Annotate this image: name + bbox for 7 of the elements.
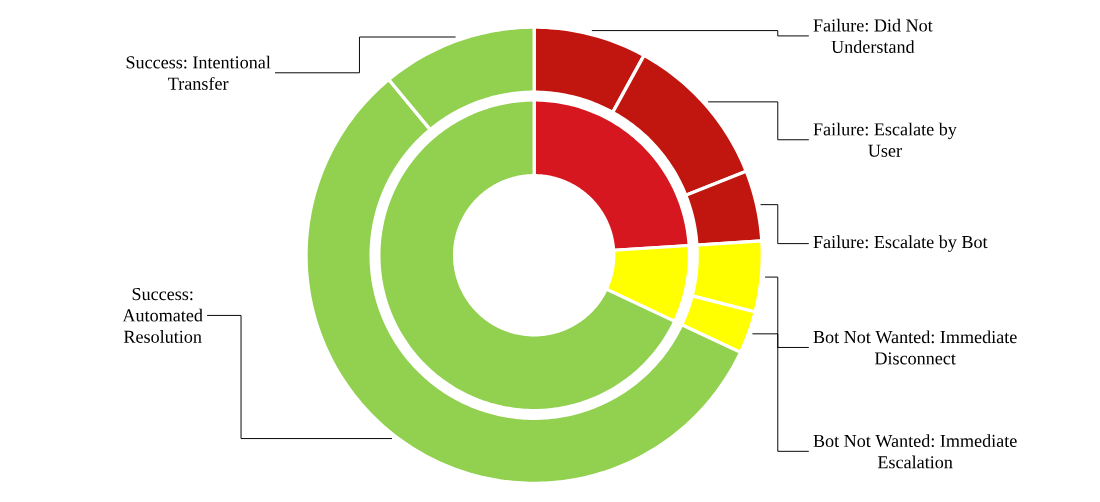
slice-label: Success: Intentional Transfer	[126, 55, 271, 90]
slice-label: Success: Automated Resolution	[122, 288, 203, 343]
slice-label: Failure: Did Not Understand	[813, 18, 933, 54]
slice-label: Bot Not Wanted: Immediate Disconnect	[813, 330, 1017, 365]
slice-label: Failure: Escalate by User	[813, 122, 957, 157]
slice-label: Bot Not Wanted: Immediate Escalation	[813, 434, 1017, 469]
slice-label: Failure: Escalate by Bot	[813, 235, 988, 252]
